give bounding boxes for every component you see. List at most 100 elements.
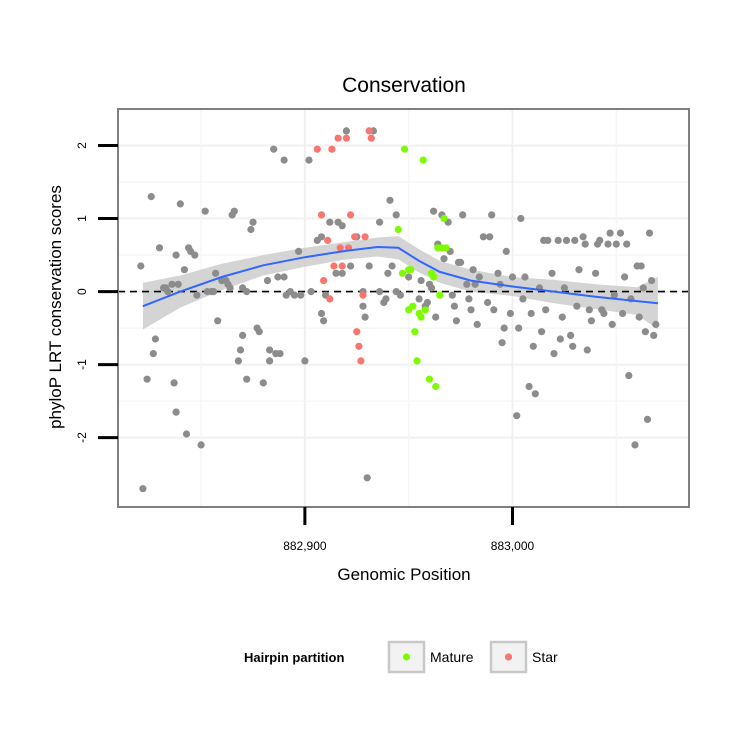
data-point-other xyxy=(587,317,596,325)
data-point-other xyxy=(579,233,587,241)
y-axis-ticks: -2 -1 0 1 2 xyxy=(75,142,118,443)
data-point-star xyxy=(359,291,367,299)
data-point-other xyxy=(392,211,400,219)
legend-title: Hairpin partition xyxy=(244,650,344,665)
data-point-other xyxy=(203,288,211,296)
data-point-other xyxy=(274,273,282,281)
data-point-other xyxy=(538,328,546,336)
data-point-star xyxy=(324,236,332,244)
data-point-other xyxy=(502,247,510,255)
data-point-other xyxy=(382,295,390,303)
data-point-other xyxy=(484,298,492,307)
data-point-other xyxy=(342,127,350,135)
data-point-other xyxy=(182,430,191,438)
data-point-other xyxy=(317,233,326,241)
data-point-other xyxy=(338,269,346,277)
data-point-other xyxy=(259,379,267,387)
data-point-other xyxy=(635,313,643,321)
data-point-other xyxy=(583,346,591,354)
confidence-band-area xyxy=(142,236,658,330)
data-point-other xyxy=(531,390,539,398)
y-tick-label: 2 xyxy=(75,142,89,149)
data-point-other xyxy=(423,298,431,307)
data-point-other xyxy=(554,236,562,244)
data-point-other xyxy=(596,236,604,244)
data-point-other xyxy=(266,357,274,365)
data-point-star xyxy=(355,342,363,350)
data-point-other xyxy=(440,255,448,263)
data-point-other xyxy=(631,441,639,449)
data-point-other xyxy=(652,320,660,328)
data-point-other xyxy=(230,207,238,215)
data-point-other xyxy=(643,415,652,423)
data-point-other xyxy=(606,229,614,237)
data-point-other xyxy=(334,218,342,226)
data-point-other xyxy=(151,335,159,343)
data-point-other xyxy=(604,240,612,248)
data-point-star xyxy=(367,134,375,142)
data-point-other xyxy=(529,342,537,350)
data-point-other xyxy=(180,266,188,274)
data-point-other xyxy=(197,441,205,449)
data-point-other xyxy=(249,218,257,226)
data-point-other xyxy=(172,408,180,416)
data-point-other xyxy=(494,269,502,277)
data-point-other xyxy=(432,313,440,321)
data-point-other xyxy=(639,284,647,292)
data-point-star xyxy=(334,134,342,142)
data-point-other xyxy=(542,306,550,314)
data-point-mature xyxy=(430,273,438,281)
data-point-other xyxy=(209,288,218,296)
confidence-band xyxy=(142,236,658,330)
data-point-other xyxy=(139,485,147,493)
data-point-other xyxy=(174,280,182,288)
data-point-other xyxy=(193,291,201,299)
data-point-star xyxy=(365,127,373,135)
data-point-star xyxy=(342,134,350,142)
data-point-other xyxy=(519,295,527,303)
data-point-other xyxy=(168,280,176,288)
data-point-other xyxy=(247,225,255,234)
legend-dot-star xyxy=(504,653,513,661)
data-point-other xyxy=(176,200,184,208)
data-point-mature xyxy=(398,269,407,277)
data-point-other xyxy=(243,288,251,296)
data-point-other xyxy=(317,309,326,318)
data-point-mature xyxy=(440,214,448,223)
data-point-other xyxy=(548,269,556,277)
data-point-other xyxy=(633,262,641,270)
data-point-other xyxy=(598,306,606,314)
data-point-other xyxy=(616,229,625,237)
data-point-other xyxy=(527,309,535,318)
data-point-other xyxy=(573,302,581,310)
data-point-other xyxy=(253,324,261,332)
data-point-star xyxy=(338,262,346,270)
data-point-other xyxy=(359,302,367,310)
data-point-star xyxy=(330,262,338,270)
data-point-other xyxy=(469,266,477,274)
data-point-mature xyxy=(394,225,402,234)
data-point-mature xyxy=(417,313,425,321)
data-point-mature xyxy=(400,145,409,153)
data-point-other xyxy=(498,339,506,347)
data-point-other xyxy=(280,273,288,281)
data-point-other xyxy=(473,320,481,328)
data-point-other xyxy=(226,284,234,292)
data-point-other xyxy=(556,335,564,343)
smooth-curve xyxy=(142,245,659,308)
data-point-other xyxy=(185,244,193,252)
data-point-other xyxy=(560,284,569,292)
data-point-other xyxy=(623,240,631,248)
data-point-other xyxy=(243,375,251,383)
data-point-other xyxy=(452,317,460,325)
data-point-other xyxy=(365,262,373,270)
data-point-other xyxy=(270,145,278,153)
data-point-other xyxy=(307,288,315,296)
data-point-star xyxy=(336,244,344,252)
data-point-other xyxy=(569,342,577,350)
data-point-star xyxy=(317,211,326,219)
data-point-other xyxy=(465,295,473,303)
data-point-other xyxy=(212,269,220,277)
data-point-other xyxy=(486,233,494,241)
legend: Hairpin partition Mature Star xyxy=(244,640,558,674)
